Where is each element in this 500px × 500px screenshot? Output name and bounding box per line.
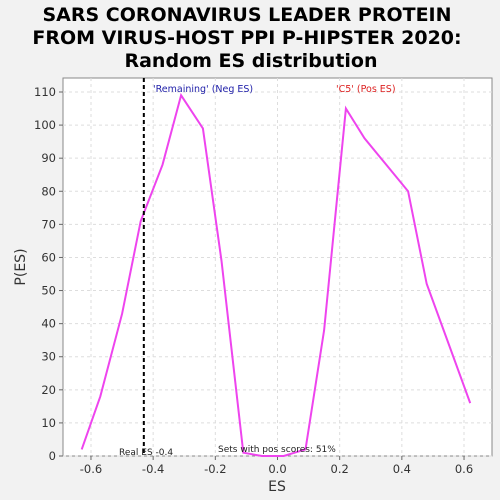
y-tick-label: 100 [34, 118, 56, 132]
y-tick-label: 70 [41, 217, 56, 231]
x-tick-label: -0.4 [142, 462, 164, 476]
grid-lines [63, 78, 492, 457]
y-tick-label: 110 [34, 85, 56, 99]
y-tick-label: 40 [41, 317, 56, 331]
y-tick-label: 0 [49, 449, 56, 463]
chart-title-line-2: FROM VIRUS-HOST PPI P-HIPSTER 2020: [32, 27, 461, 49]
x-tick-label: 0.2 [331, 462, 349, 476]
y-axis-label: P(ES) [13, 248, 29, 285]
x-tick-label: -0.2 [204, 462, 226, 476]
pos-es-annotation: 'C5' (Pos ES) [336, 84, 396, 95]
y-tick-label: 60 [41, 250, 56, 264]
chart-title-line-3: Random ES distribution [124, 50, 377, 72]
y-tick-label: 10 [41, 416, 56, 430]
chart-title-line-1: SARS CORONAVIRUS LEADER PROTEIN [42, 4, 451, 26]
y-tick-label: 20 [41, 383, 56, 397]
x-tick-label: 0.6 [455, 462, 473, 476]
x-axis: -0.6 -0.4 -0.2 0.0 0.2 0.4 0.6 [80, 456, 473, 476]
y-tick-label: 30 [41, 350, 56, 364]
x-tick-label: 0.0 [268, 462, 286, 476]
pos-scores-annotation: Sets with pos scores: 51% [218, 445, 336, 455]
y-tick-label: 50 [41, 284, 56, 298]
y-axis: 0 10 20 30 40 50 60 70 80 90 100 110 [34, 85, 63, 463]
y-tick-label: 90 [41, 151, 56, 165]
neg-es-annotation: 'Remaining' (Neg ES) [153, 84, 253, 95]
real-es-label: Real ES -0.4 [119, 448, 173, 458]
x-tick-label: 0.4 [393, 462, 411, 476]
x-axis-label: ES [268, 479, 286, 495]
x-tick-label: -0.6 [80, 462, 102, 476]
y-tick-label: 80 [41, 184, 56, 198]
